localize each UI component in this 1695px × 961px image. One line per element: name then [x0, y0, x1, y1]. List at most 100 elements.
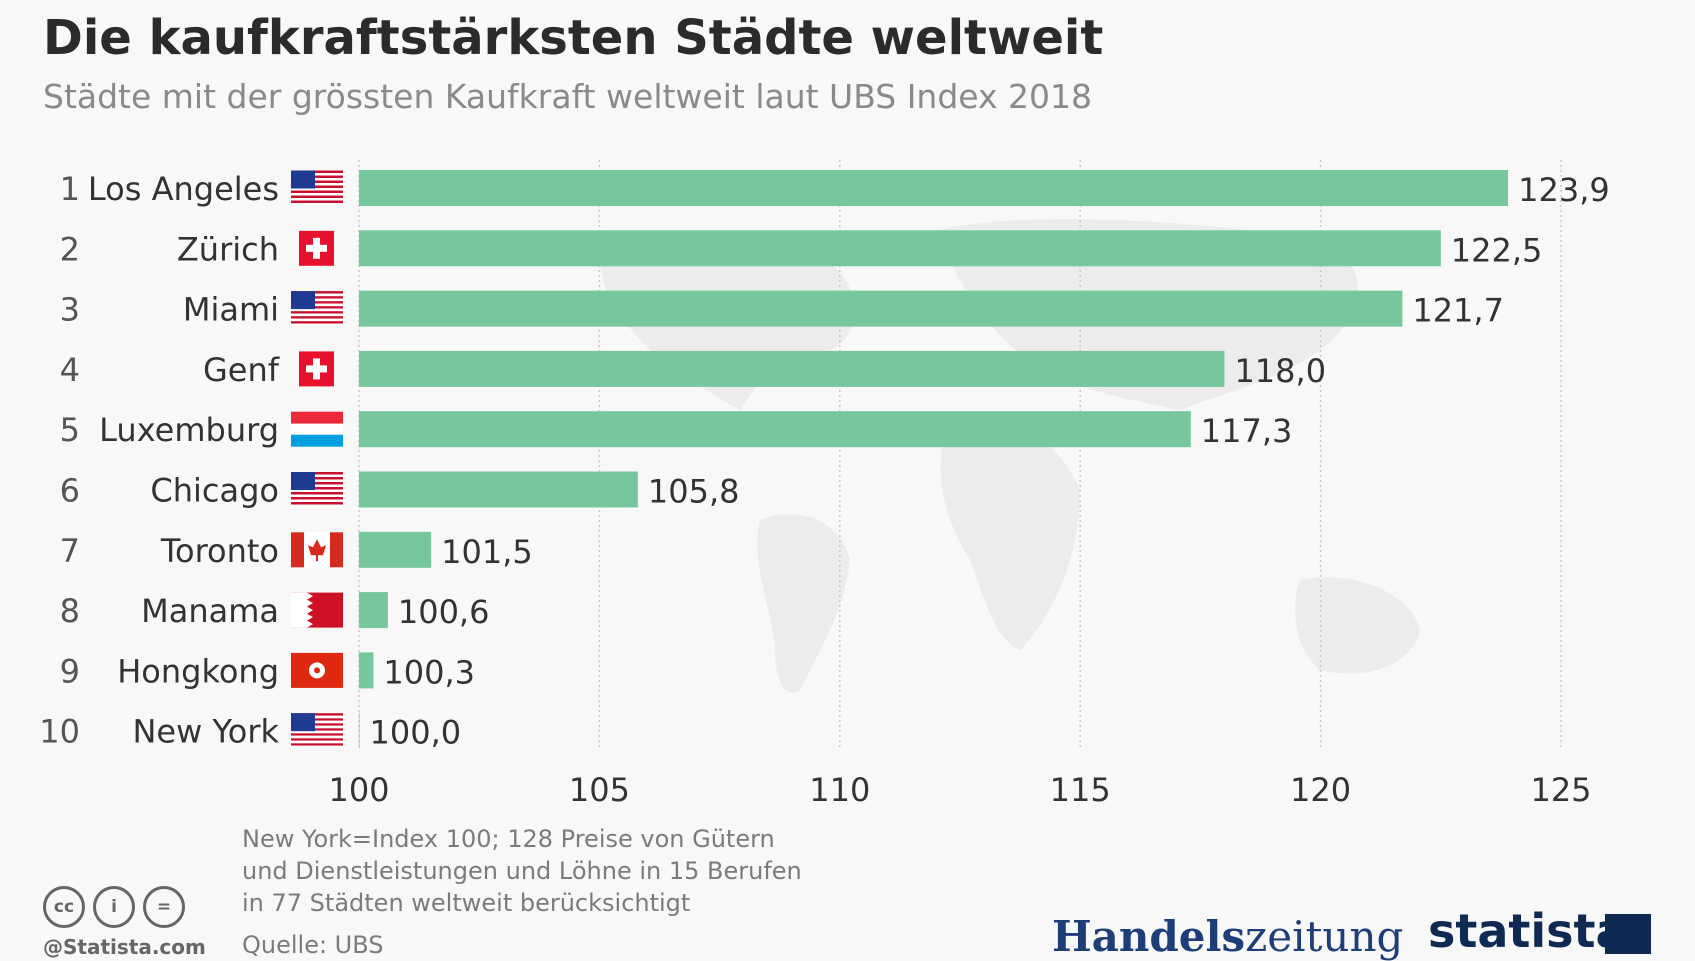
rank-label: 7 [60, 532, 80, 570]
flag-stripe [291, 183, 343, 186]
flag-stripe [291, 745, 343, 749]
category-label: Hongkong [117, 652, 279, 690]
flag-stripe [291, 723, 343, 726]
bar [359, 170, 1509, 206]
value-label: 100,6 [398, 593, 490, 631]
flag-stripe [291, 492, 343, 495]
flag-stripe [291, 472, 343, 475]
flag-stripe [291, 321, 343, 324]
rank-label: 1 [60, 170, 80, 208]
flag-stripe [291, 296, 343, 299]
rank-label: 10 [39, 713, 80, 751]
flag-stripe [291, 715, 343, 719]
value-label: 105,8 [648, 473, 740, 511]
flag-stripe [291, 423, 343, 435]
rank-label: 9 [60, 652, 80, 690]
x-tick-label: 120 [1290, 771, 1351, 809]
flag-stripe [291, 487, 343, 490]
flag-stripe [291, 193, 343, 196]
flag-stripe [291, 718, 343, 721]
source-label: Quelle: UBS [242, 931, 384, 959]
flag-stripe [291, 180, 343, 183]
statista-handle[interactable]: @Statista.com [43, 935, 206, 959]
flag-stripe [291, 198, 343, 201]
flag-stripe [291, 740, 343, 744]
bar [359, 230, 1441, 267]
footnote-line: in 77 Städten weltweit berücksichtigt [242, 889, 691, 917]
value-label: 100,3 [383, 653, 475, 691]
flag-stripe [291, 411, 343, 424]
x-tick-label: 125 [1530, 771, 1591, 809]
bar [359, 531, 432, 568]
maple-leaf [308, 539, 326, 562]
flag-stripe [291, 303, 343, 307]
value-label: 123,9 [1518, 171, 1610, 209]
flag-stripe [291, 474, 343, 477]
value-label: 117,3 [1201, 412, 1293, 450]
flag-stripe [291, 482, 343, 485]
rank-label: 3 [60, 291, 80, 329]
flag-stripe [291, 743, 343, 746]
flag-stripe [291, 725, 343, 729]
world-map-background [600, 219, 1420, 693]
handelszeitung-logo[interactable]: Handelszeitung [1052, 912, 1403, 961]
us-flag-icon [291, 713, 343, 749]
flag-cross [306, 244, 327, 252]
value-label: 100,0 [370, 714, 462, 752]
hongkong-flag-icon [291, 652, 343, 688]
flag-stripe [291, 713, 343, 716]
flag-stripe [291, 308, 343, 312]
flag-canton [291, 170, 315, 189]
category-label: Los Angeles [88, 170, 279, 208]
flag-stripe [291, 173, 343, 176]
flag-stripe [291, 477, 343, 480]
flag-stripe [291, 190, 343, 193]
flag-stripe [291, 434, 343, 447]
license-icons: cc i = [43, 886, 185, 928]
chart-footnote: New York=Index 100; 128 Preise von Güter… [242, 823, 862, 919]
flag-stripe [291, 479, 343, 482]
category-label: Chicago [150, 472, 279, 510]
flag-stripe [291, 293, 343, 297]
luxembourg-flag-icon [291, 411, 343, 447]
category-label: Manama [141, 592, 279, 630]
bahrain-flag-icon [291, 592, 343, 628]
us-flag-icon [291, 472, 343, 507]
x-tick-label: 110 [809, 771, 870, 809]
flag-stripe [291, 178, 343, 181]
bar [359, 350, 1225, 387]
bar [359, 290, 1403, 327]
logo-hz-bold: Handels [1052, 912, 1246, 961]
flag-stripe [291, 298, 343, 302]
statista-logo[interactable]: statista [1428, 904, 1627, 958]
x-tick-label: 115 [1050, 771, 1111, 809]
flag-stripe [291, 313, 343, 317]
bauhinia-center [314, 667, 320, 674]
category-label: New York [132, 713, 279, 751]
flag-stripe [291, 728, 343, 731]
footnote-line: und Dienstleistungen und Löhne in 15 Ber… [242, 857, 802, 885]
creative-commons-icon[interactable]: cc [43, 886, 85, 928]
flag-stripe [291, 200, 343, 203]
value-label: 118,0 [1234, 352, 1326, 390]
flag-stripe [291, 185, 343, 188]
category-label: Luxemburg [99, 411, 279, 449]
no-derivatives-icon[interactable]: = [143, 886, 185, 928]
logo-hz-light: zeitung [1245, 912, 1404, 961]
x-tick-label: 100 [328, 771, 389, 809]
flag-stripe [291, 720, 343, 724]
flag-stripe [291, 203, 343, 206]
swiss-flag-icon [299, 230, 334, 266]
chart-subtitle: Städte mit der grössten Kaufkraft weltwe… [43, 77, 1093, 116]
flag-stripe [291, 733, 343, 736]
flag-stripe [291, 318, 343, 322]
statista-mark-icon [1605, 914, 1651, 954]
attribution-icon[interactable]: i [93, 886, 135, 928]
bar-chart: 123,9 122,5 121,7 118,0 117,3 105,8 101,5 100,6… [39, 160, 1610, 809]
value-label: 121,7 [1412, 292, 1504, 330]
flag-stripe [291, 188, 343, 191]
category-label: Toronto [160, 532, 279, 570]
flag-stripe [291, 499, 343, 502]
bar [359, 411, 1191, 448]
canada-flag-icon [291, 532, 343, 568]
